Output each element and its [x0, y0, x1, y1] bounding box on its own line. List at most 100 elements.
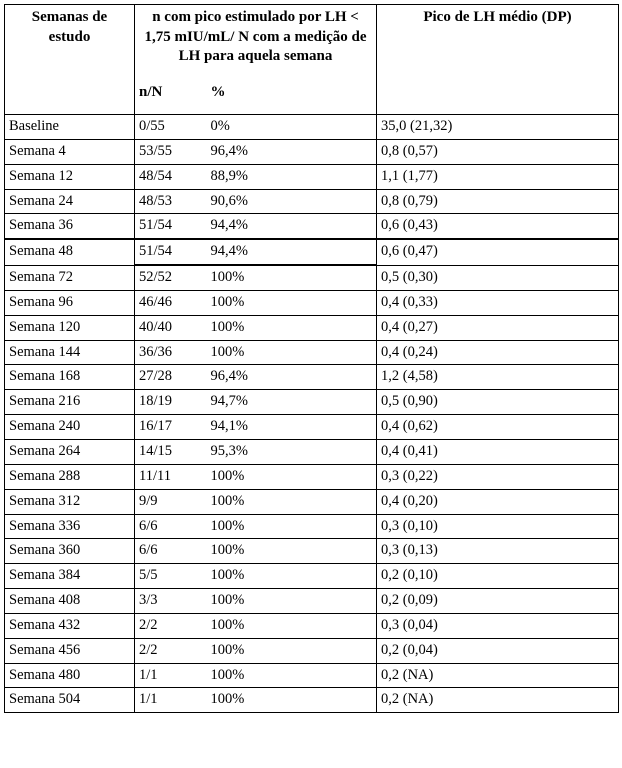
cell-mean: 0,6 (0,43) — [377, 214, 619, 239]
cell-mean: 0,4 (0,27) — [377, 315, 619, 340]
cell-week: Semana 456 — [5, 638, 135, 663]
table-row: Semana 12040/40100%0,4 (0,27) — [5, 315, 619, 340]
cell-week: Semana 480 — [5, 663, 135, 688]
cell-mean: 0,8 (0,57) — [377, 139, 619, 164]
table-row: Semana 1248/5488,9%1,1 (1,77) — [5, 164, 619, 189]
table-row: Semana 3366/6100%0,3 (0,10) — [5, 514, 619, 539]
cell-pct: 88,9% — [207, 164, 377, 189]
cell-week: Semana 384 — [5, 564, 135, 589]
lh-peak-table: Semanas de estudo n com pico estimulado … — [4, 4, 619, 713]
cell-mean: 1,2 (4,58) — [377, 365, 619, 390]
table-row: Semana 28811/11100%0,3 (0,22) — [5, 464, 619, 489]
cell-pct: 100% — [207, 539, 377, 564]
cell-nN: 36/36 — [135, 340, 207, 365]
cell-nN: 6/6 — [135, 514, 207, 539]
cell-pct: 96,4% — [207, 139, 377, 164]
cell-nN: 48/54 — [135, 164, 207, 189]
subheader-pct: % — [207, 73, 377, 115]
table-header: Semanas de estudo n com pico estimulado … — [5, 5, 619, 115]
cell-mean: 0,3 (0,04) — [377, 613, 619, 638]
cell-week: Semana 48 — [5, 239, 135, 265]
cell-mean: 0,5 (0,30) — [377, 265, 619, 290]
cell-mean: 0,2 (0,10) — [377, 564, 619, 589]
cell-mean: 0,4 (0,24) — [377, 340, 619, 365]
cell-mean: 0,5 (0,90) — [377, 390, 619, 415]
cell-week: Semana 72 — [5, 265, 135, 290]
cell-mean: 0,2 (0,04) — [377, 638, 619, 663]
cell-pct: 100% — [207, 514, 377, 539]
table-row: Semana 4801/1100%0,2 (NA) — [5, 663, 619, 688]
cell-mean: 0,3 (0,10) — [377, 514, 619, 539]
table-row: Semana 26414/1595,3%0,4 (0,41) — [5, 439, 619, 464]
cell-nN: 16/17 — [135, 415, 207, 440]
cell-pct: 100% — [207, 464, 377, 489]
cell-mean: 0,4 (0,62) — [377, 415, 619, 440]
cell-week: Semana 36 — [5, 214, 135, 239]
cell-pct: 100% — [207, 340, 377, 365]
table-row: Semana 453/5596,4%0,8 (0,57) — [5, 139, 619, 164]
cell-week: Baseline — [5, 115, 135, 140]
cell-week: Semana 12 — [5, 164, 135, 189]
cell-nN: 2/2 — [135, 613, 207, 638]
table-row: Semana 9646/46100%0,4 (0,33) — [5, 290, 619, 315]
cell-nN: 9/9 — [135, 489, 207, 514]
cell-pct: 100% — [207, 564, 377, 589]
cell-week: Semana 432 — [5, 613, 135, 638]
cell-pct: 100% — [207, 638, 377, 663]
table-row: Baseline0/550%35,0 (21,32) — [5, 115, 619, 140]
cell-mean: 0,4 (0,41) — [377, 439, 619, 464]
cell-mean: 0,3 (0,22) — [377, 464, 619, 489]
cell-nN: 6/6 — [135, 539, 207, 564]
table-row: Semana 16827/2896,4%1,2 (4,58) — [5, 365, 619, 390]
cell-pct: 96,4% — [207, 365, 377, 390]
table-row: Semana 21618/1994,7%0,5 (0,90) — [5, 390, 619, 415]
cell-week: Semana 144 — [5, 340, 135, 365]
cell-pct: 100% — [207, 613, 377, 638]
cell-pct: 94,1% — [207, 415, 377, 440]
cell-week: Semana 168 — [5, 365, 135, 390]
cell-week: Semana 360 — [5, 539, 135, 564]
subheader-nN: n/N — [135, 73, 207, 115]
cell-pct: 100% — [207, 663, 377, 688]
cell-pct: 94,4% — [207, 214, 377, 239]
cell-nN: 1/1 — [135, 663, 207, 688]
cell-nN: 46/46 — [135, 290, 207, 315]
table-row: Semana 3651/5494,4%0,6 (0,43) — [5, 214, 619, 239]
cell-pct: 100% — [207, 315, 377, 340]
table-row: Semana 2448/5390,6%0,8 (0,79) — [5, 189, 619, 214]
cell-nN: 40/40 — [135, 315, 207, 340]
cell-week: Semana 4 — [5, 139, 135, 164]
cell-mean: 0,2 (NA) — [377, 663, 619, 688]
cell-pct: 100% — [207, 290, 377, 315]
cell-mean: 0,4 (0,20) — [377, 489, 619, 514]
cell-nN: 1/1 — [135, 688, 207, 713]
cell-mean: 0,4 (0,33) — [377, 290, 619, 315]
cell-week: Semana 504 — [5, 688, 135, 713]
cell-mean: 1,1 (1,77) — [377, 164, 619, 189]
cell-week: Semana 312 — [5, 489, 135, 514]
cell-nN: 14/15 — [135, 439, 207, 464]
cell-week: Semana 408 — [5, 589, 135, 614]
cell-pct: 90,6% — [207, 189, 377, 214]
cell-nN: 2/2 — [135, 638, 207, 663]
table-body: Baseline0/550%35,0 (21,32)Semana 453/559… — [5, 115, 619, 713]
cell-nN: 3/3 — [135, 589, 207, 614]
table-row: Semana 24016/1794,1%0,4 (0,62) — [5, 415, 619, 440]
cell-week: Semana 120 — [5, 315, 135, 340]
cell-mean: 0,8 (0,79) — [377, 189, 619, 214]
cell-nN: 0/55 — [135, 115, 207, 140]
cell-nN: 18/19 — [135, 390, 207, 415]
cell-week: Semana 336 — [5, 514, 135, 539]
cell-mean: 0,6 (0,47) — [377, 239, 619, 265]
cell-pct: 0% — [207, 115, 377, 140]
table-row: Semana 3129/9100%0,4 (0,20) — [5, 489, 619, 514]
header-weeks: Semanas de estudo — [5, 5, 135, 115]
cell-pct: 94,7% — [207, 390, 377, 415]
cell-mean: 35,0 (21,32) — [377, 115, 619, 140]
cell-nN: 53/55 — [135, 139, 207, 164]
cell-pct: 100% — [207, 688, 377, 713]
cell-nN: 48/53 — [135, 189, 207, 214]
header-n-ratio: n com pico estimulado por LH < 1,75 mIU/… — [135, 5, 377, 73]
table-row: Semana 14436/36100%0,4 (0,24) — [5, 340, 619, 365]
cell-mean: 0,3 (0,13) — [377, 539, 619, 564]
